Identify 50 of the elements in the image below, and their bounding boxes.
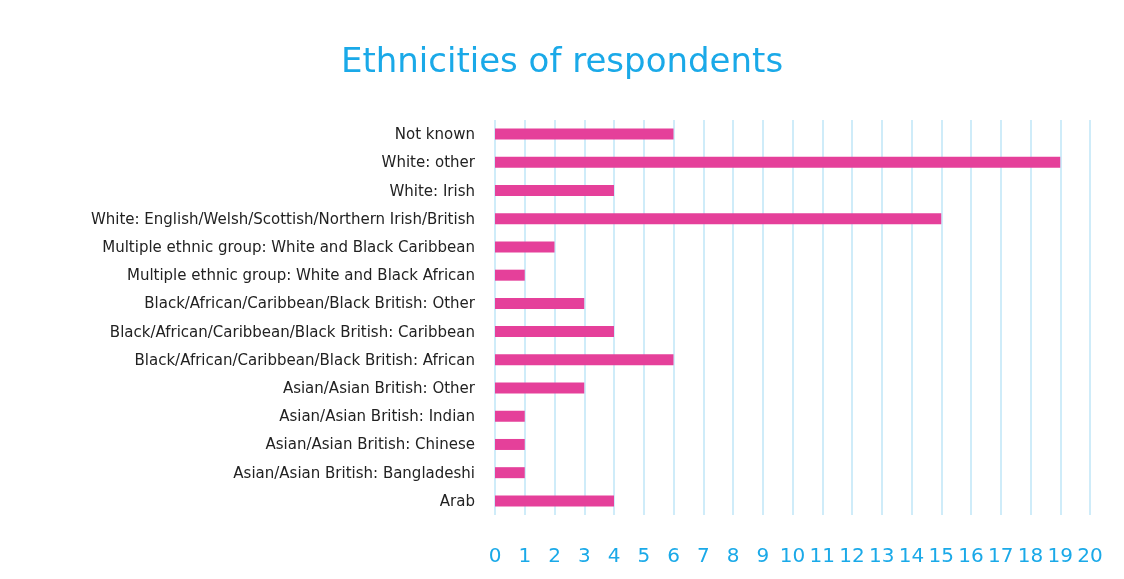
bar <box>495 438 525 450</box>
bar <box>495 382 585 394</box>
x-tick-label: 2 <box>548 543 561 567</box>
y-tick-label: White: Irish <box>389 181 475 200</box>
bar <box>495 467 525 479</box>
y-tick-label: Black/African/Caribbean/Black British: Caribbean <box>109 322 475 341</box>
bar <box>495 128 674 140</box>
y-tick-label: White: other <box>381 153 476 172</box>
x-tick-label: 12 <box>839 543 865 567</box>
bar <box>495 213 942 225</box>
x-tick-label: 15 <box>928 543 954 567</box>
y-tick-label: Arab <box>439 491 475 510</box>
x-tick-label: 0 <box>488 543 502 567</box>
y-tick-label: Asian/Asian British: Bangladeshi <box>233 463 475 482</box>
y-tick-label: Multiple ethnic group: White and Black African <box>126 266 475 285</box>
x-tick-label: 5 <box>637 543 651 567</box>
x-tick-label: 19 <box>1047 543 1073 567</box>
y-tick-label: Not known <box>394 125 475 144</box>
x-tick-label: 20 <box>1077 543 1103 567</box>
x-tick-label: 16 <box>958 543 984 567</box>
y-tick-label: Asian/Asian British: Other <box>282 379 476 398</box>
x-tick-label: 8 <box>726 543 740 567</box>
y-tick-label: Multiple ethnic group: White and Black Caribbean <box>102 237 475 256</box>
bar <box>495 354 674 366</box>
y-tick-label: Black/African/Caribbean/Black British: Other <box>144 294 476 313</box>
bar <box>495 495 614 507</box>
y-tick-label: White: English/Welsh/Scottish/Northern Irish/British <box>90 209 475 228</box>
x-tick-label: 3 <box>577 543 591 567</box>
x-tick-label: 14 <box>898 543 925 567</box>
x-tick-label: 7 <box>696 543 710 567</box>
x-tick-label: 11 <box>809 543 835 567</box>
bar <box>495 156 1061 168</box>
bar <box>495 269 525 281</box>
x-tick-label: 13 <box>869 543 895 567</box>
x-tick-label: 9 <box>756 543 770 567</box>
bar <box>495 410 525 422</box>
x-tick-label: 17 <box>988 543 1014 567</box>
bar <box>495 185 614 197</box>
x-tick-label: 1 <box>518 543 532 567</box>
x-tick-label: 6 <box>667 543 680 567</box>
y-tick-label: Black/African/Caribbean/Black British: African <box>134 350 475 369</box>
x-tick-label: 18 <box>1017 543 1044 567</box>
x-tick-label: 4 <box>607 543 621 567</box>
chart-title: Ethnicities of respondents <box>340 40 784 80</box>
bar <box>495 326 614 338</box>
bar <box>495 297 585 309</box>
bar <box>495 241 555 253</box>
y-tick-label: Asian/Asian British: Indian <box>279 407 475 426</box>
x-tick-label: 10 <box>779 543 806 567</box>
y-tick-label: Asian/Asian British: Chinese <box>265 435 475 454</box>
